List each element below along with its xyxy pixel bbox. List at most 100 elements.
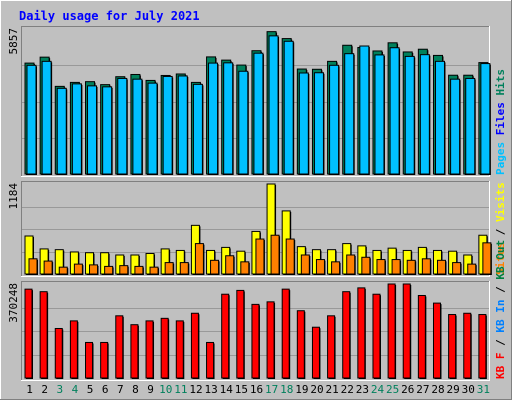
bar-pages-23 bbox=[359, 45, 370, 175]
bar-kbf-26 bbox=[402, 283, 411, 379]
bar-sites-14 bbox=[225, 255, 235, 275]
bar-pages-20 bbox=[313, 72, 324, 175]
x-tick-label-8: 8 bbox=[132, 383, 139, 396]
bar-sites-31 bbox=[482, 242, 492, 275]
bar-kbf-8 bbox=[130, 324, 139, 379]
bar-kbf-28 bbox=[432, 302, 441, 379]
bar-pages-5 bbox=[87, 85, 98, 175]
bar-sites-12 bbox=[194, 243, 204, 275]
legend-item-visits-sites-0: Sites bbox=[494, 242, 507, 275]
x-tick-label-28: 28 bbox=[431, 383, 444, 396]
bar-sites-22 bbox=[346, 254, 356, 275]
bar-pages-9 bbox=[147, 82, 158, 175]
bar-kbf-12 bbox=[190, 312, 199, 379]
bar-kbf-15 bbox=[236, 289, 245, 379]
bar-kbf-18 bbox=[281, 288, 290, 379]
bar-sites-23 bbox=[361, 256, 371, 275]
x-tick-label-10: 10 bbox=[159, 383, 172, 396]
bar-pages-26 bbox=[404, 55, 415, 175]
bar-sites-8 bbox=[134, 265, 144, 275]
bar-sites-21 bbox=[331, 261, 341, 275]
x-tick-label-31: 31 bbox=[477, 383, 490, 396]
bar-sites-19 bbox=[300, 254, 310, 275]
bar-kbf-22 bbox=[342, 291, 351, 379]
x-tick-label-4: 4 bbox=[72, 383, 79, 396]
bar-kbf-9 bbox=[145, 320, 154, 379]
bar-pages-12 bbox=[192, 83, 203, 175]
bar-sites-7 bbox=[119, 265, 129, 275]
x-tick-label-7: 7 bbox=[117, 383, 124, 396]
bar-kbf-30 bbox=[463, 312, 472, 379]
bar-kbf-2 bbox=[39, 291, 48, 379]
bar-sites-25 bbox=[391, 259, 401, 275]
legend-item-kbytes-0: KB F bbox=[494, 353, 507, 380]
x-tick-label-17: 17 bbox=[265, 383, 278, 396]
bar-kbf-5 bbox=[85, 341, 94, 379]
x-tick-label-24: 24 bbox=[371, 383, 385, 396]
bar-sites-29 bbox=[452, 262, 462, 275]
x-tick-label-14: 14 bbox=[220, 383, 234, 396]
bar-pages-1 bbox=[26, 64, 37, 175]
y-max-label-hits-files-pages: 5857 bbox=[7, 28, 20, 55]
bar-kbf-1 bbox=[24, 288, 33, 379]
bar-pages-4 bbox=[71, 83, 82, 175]
bar-sites-20 bbox=[315, 259, 325, 275]
x-tick-label-15: 15 bbox=[235, 383, 248, 396]
bar-pages-6 bbox=[102, 86, 113, 175]
bar-sites-24 bbox=[376, 259, 386, 275]
bar-pages-24 bbox=[374, 54, 385, 175]
chart-title: Daily usage for July 2021 bbox=[19, 9, 200, 23]
bar-kbf-23 bbox=[357, 287, 366, 379]
bar-pages-27 bbox=[419, 54, 430, 175]
x-tick-label-29: 29 bbox=[447, 383, 460, 396]
bar-pages-17 bbox=[268, 35, 279, 175]
bar-pages-31 bbox=[480, 63, 491, 175]
bar-kbf-27 bbox=[417, 294, 426, 379]
bar-kbf-24 bbox=[372, 293, 381, 379]
x-tick-label-6: 6 bbox=[102, 383, 109, 396]
bar-pages-11 bbox=[177, 75, 188, 175]
bar-sites-16 bbox=[255, 238, 265, 275]
x-tick-label-16: 16 bbox=[250, 383, 263, 396]
bar-pages-3 bbox=[56, 87, 67, 175]
bar-pages-10 bbox=[162, 75, 173, 175]
bar-sites-18 bbox=[285, 238, 295, 275]
x-tick-label-19: 19 bbox=[295, 383, 308, 396]
legend-kbytes: KB F / KB In / KB Out bbox=[494, 240, 507, 379]
bar-pages-13 bbox=[208, 62, 219, 175]
legend-item-hits-files-pages-1: Files bbox=[494, 102, 507, 142]
bar-pages-29 bbox=[450, 78, 461, 175]
bar-sites-10 bbox=[164, 262, 174, 275]
bar-pages-30 bbox=[465, 77, 476, 175]
bar-pages-14 bbox=[223, 62, 234, 175]
bar-kbf-16 bbox=[251, 303, 260, 379]
x-tick-label-18: 18 bbox=[280, 383, 293, 396]
x-axis-labels: 1 2 3 4 5 6 7 8 9 10 11 12 13 14 15 16 17 18 19 20 21 22 23 24 2… bbox=[26, 383, 490, 396]
x-tick-label-2: 2 bbox=[41, 383, 48, 396]
bar-pages-18 bbox=[283, 40, 294, 175]
y-max-label-kbytes: 370248 bbox=[7, 283, 20, 323]
chart-panels: 5857 Pages Files Hits 1184 Sites / Visits 37… bbox=[7, 26, 507, 381]
bar-sites-15 bbox=[240, 261, 250, 275]
x-tick-label-23: 23 bbox=[356, 383, 369, 396]
bar-pages-28 bbox=[434, 60, 445, 175]
bar-pages-22 bbox=[344, 53, 355, 175]
bar-sites-17 bbox=[270, 234, 280, 275]
bar-kbf-11 bbox=[175, 320, 184, 379]
legend-item-visits-sites-2: Visits bbox=[494, 182, 507, 228]
bar-pages-21 bbox=[329, 64, 340, 175]
x-tick-label-26: 26 bbox=[401, 383, 414, 396]
legend-item-kbytes-2: KB In bbox=[494, 300, 507, 340]
legend-item-hits-files-pages-0: Pages bbox=[494, 142, 507, 175]
bar-kbf-3 bbox=[54, 327, 63, 379]
bar-sites-28 bbox=[436, 259, 446, 275]
y-max-label-visits-sites: 1184 bbox=[7, 183, 20, 210]
legend-item-kbytes-3: / bbox=[494, 286, 507, 300]
x-tick-label-27: 27 bbox=[416, 383, 429, 396]
bar-sites-3 bbox=[58, 266, 68, 275]
bar-kbf-31 bbox=[478, 314, 487, 379]
legend-visits-sites: Sites / Visits bbox=[494, 182, 507, 275]
bar-kbf-14 bbox=[221, 293, 230, 379]
x-tick-label-5: 5 bbox=[87, 383, 94, 396]
